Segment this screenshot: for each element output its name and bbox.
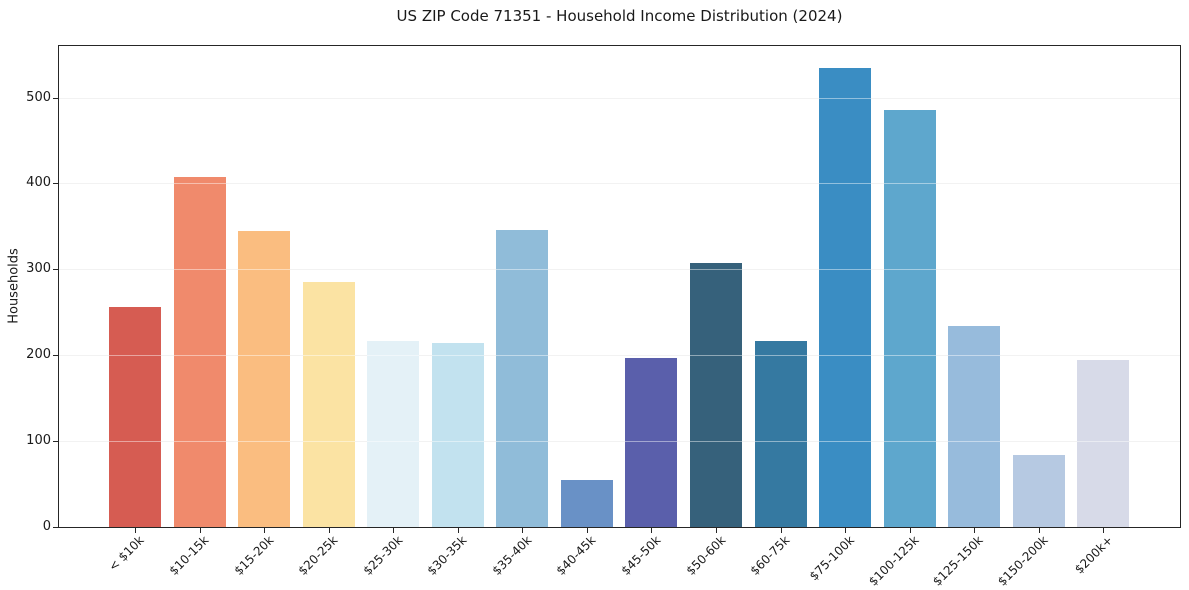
gridline-overlay (59, 97, 1180, 99)
x-tick-mark (715, 528, 717, 533)
x-tick-mark (393, 528, 395, 533)
x-tick-mark (586, 528, 588, 533)
x-tick-mark (328, 528, 330, 533)
x-tick-label: $40-45k (553, 533, 599, 578)
x-tick-mark (845, 528, 847, 533)
gridline (59, 441, 1180, 443)
y-tick-label: 300 (26, 261, 51, 277)
bar (689, 263, 742, 527)
y-tick-mark (53, 183, 58, 185)
x-tick-mark (651, 528, 653, 533)
x-tick-label: $30-35k (424, 533, 470, 578)
x-tick-mark (264, 528, 266, 533)
x-tick-label: $100-125k (865, 533, 922, 589)
gridline (59, 97, 1180, 99)
x-tick-mark (522, 528, 524, 533)
y-tick-mark (53, 441, 58, 443)
bar (1012, 455, 1065, 527)
bar (560, 480, 613, 527)
x-tick-label: $125-150k (930, 533, 987, 589)
chart-title: US ZIP Code 71351 - Household Income Dis… (396, 7, 843, 25)
x-tick-mark (780, 528, 782, 533)
bar (1077, 360, 1130, 527)
bar (173, 177, 226, 527)
y-tick-label: 0 (42, 519, 51, 534)
bar (238, 231, 291, 527)
bar (496, 230, 549, 527)
y-tick-mark (53, 527, 58, 528)
x-tick-mark (974, 528, 976, 533)
bar (109, 307, 161, 527)
x-tick-label: $200k+ (1071, 533, 1116, 577)
bar (754, 341, 807, 527)
bar (948, 326, 1001, 527)
x-tick-label: $45-50k (618, 533, 664, 578)
gridline (59, 183, 1180, 185)
gridline-overlay (59, 441, 1180, 443)
x-tick-mark (457, 528, 459, 533)
bar (302, 282, 355, 527)
bar (883, 110, 936, 527)
x-tick-label: $25-30k (360, 533, 406, 578)
x-tick-mark (1038, 528, 1040, 533)
x-tick-label: $60-75k (747, 533, 793, 578)
bar (625, 358, 678, 527)
x-tick-label: $75-100k (806, 533, 857, 584)
y-tick-mark (53, 269, 58, 271)
x-tick-mark (1103, 528, 1105, 533)
gridline-overlay (59, 269, 1180, 271)
gridline-overlay (59, 183, 1180, 185)
gridline (59, 269, 1180, 271)
y-tick-label: 500 (26, 89, 51, 105)
x-tick-label: $10-15k (166, 533, 212, 578)
y-tick-label: 400 (26, 175, 51, 191)
gridline (59, 355, 1180, 357)
x-tick-label: $150-200k (994, 533, 1051, 589)
x-tick-mark (199, 528, 201, 533)
x-tick-label: $50-60k (682, 533, 728, 578)
y-tick-label: 100 (26, 433, 51, 449)
bar (819, 68, 872, 527)
gridline-overlay (59, 355, 1180, 357)
y-tick-label: 200 (26, 347, 51, 363)
bar (367, 341, 420, 527)
plot-area (58, 45, 1181, 528)
y-axis-label: Households (6, 248, 22, 324)
x-tick-mark (135, 528, 136, 533)
x-tick-label: $20-25k (295, 533, 341, 578)
x-tick-label: $35-40k (489, 533, 535, 578)
y-tick-mark (53, 97, 58, 99)
y-tick-mark (53, 355, 58, 357)
x-tick-label: < $10k (106, 533, 147, 574)
x-tick-mark (909, 528, 911, 533)
bar (431, 343, 484, 527)
x-tick-label: $15-20k (231, 533, 277, 578)
